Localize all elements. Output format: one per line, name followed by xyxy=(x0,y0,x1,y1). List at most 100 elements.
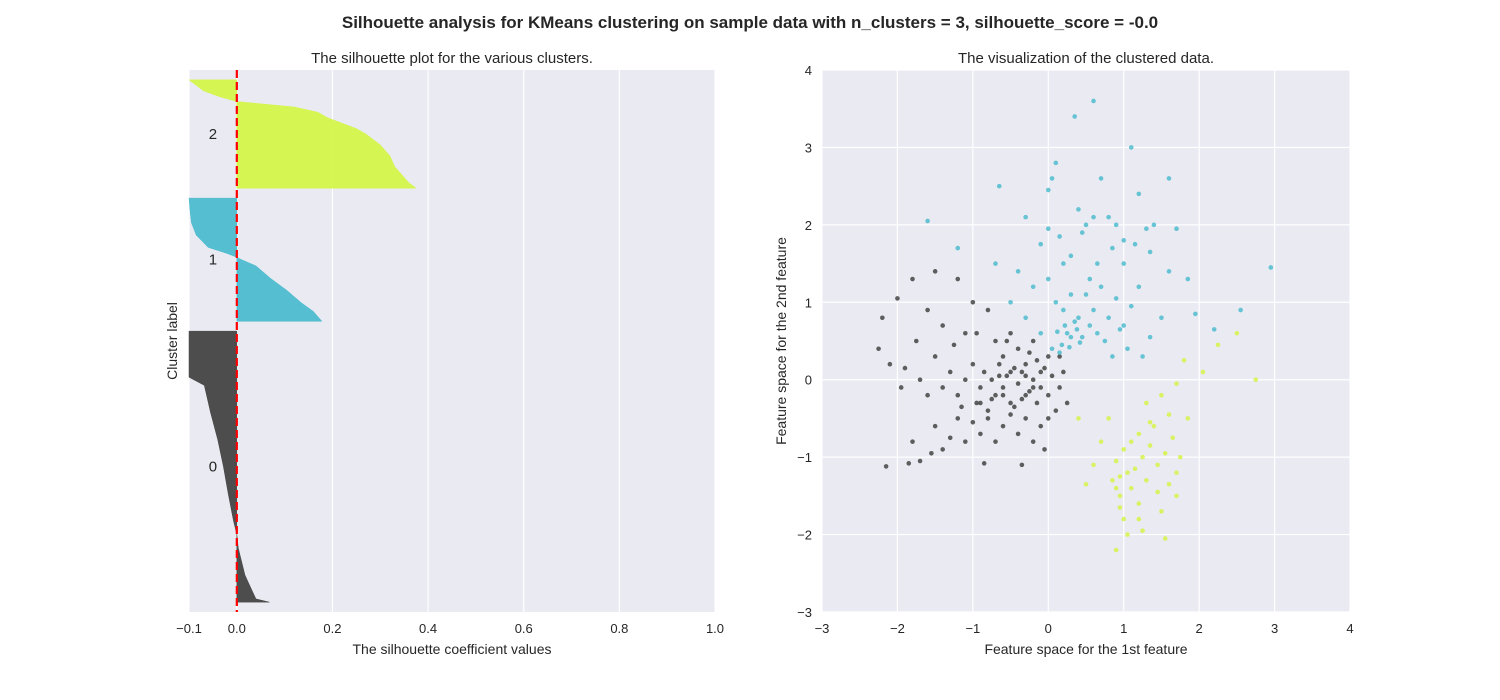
x-tick-label: 0.0 xyxy=(228,621,246,636)
scatter-point-cluster-1 xyxy=(1076,315,1081,321)
scatter-point-cluster-2 xyxy=(1185,416,1191,421)
scatter-point-cluster-1 xyxy=(1211,327,1217,332)
scatter-point-cluster-0 xyxy=(1000,385,1006,390)
scatter-point-cluster-0 xyxy=(940,323,945,328)
scatter-point-cluster-0 xyxy=(902,365,908,371)
scatter-point-cluster-1 xyxy=(1023,214,1028,220)
scatter-point-cluster-0 xyxy=(932,423,938,429)
scatter-plot-ticks: −3 −2 −1 0 1 2 3 4 −3 −2 −1 0 1 2 3 4 xyxy=(797,63,1353,636)
scatter-point-cluster-0 xyxy=(974,400,979,406)
scatter-point-cluster-1 xyxy=(1074,327,1080,332)
scatter-point-cluster-0 xyxy=(1049,373,1055,379)
scatter-point-cluster-0 xyxy=(1019,369,1025,375)
scatter-point-cluster-2 xyxy=(1162,450,1168,456)
scatter-point-cluster-1 xyxy=(993,261,998,266)
scatter-point-cluster-0 xyxy=(1023,361,1028,367)
scatter-point-cluster-1 xyxy=(1015,269,1021,274)
scatter-point-cluster-0 xyxy=(970,420,976,425)
scatter-point-cluster-1 xyxy=(1136,284,1142,290)
scatter-point-cluster-1 xyxy=(1106,214,1111,220)
cluster-label-0: 0 xyxy=(209,459,217,476)
silhouette-cluster-2 xyxy=(188,79,417,189)
scatter-point-cluster-0 xyxy=(1023,416,1028,421)
scatter-point-cluster-1 xyxy=(1045,276,1051,282)
scatter-point-cluster-1 xyxy=(1055,329,1060,335)
scatter-point-cluster-0 xyxy=(970,299,976,305)
y-tick-label: 4 xyxy=(805,63,812,78)
scatter-point-cluster-1 xyxy=(1053,299,1059,305)
scatter-point-cluster-1 xyxy=(1147,334,1153,340)
scatter-point-cluster-0 xyxy=(1019,462,1025,468)
scatter-point-cluster-1 xyxy=(996,183,1002,189)
scatter-point-cluster-0 xyxy=(955,416,961,421)
scatter-point-cluster-0 xyxy=(1015,431,1021,437)
scatter-point-cluster-1 xyxy=(1077,340,1083,345)
scatter-point-cluster-1 xyxy=(1045,187,1051,193)
y-tick-label: −2 xyxy=(797,528,812,543)
scatter-point-cluster-0 xyxy=(996,361,1002,367)
scatter-point-cluster-1 xyxy=(1064,330,1070,336)
cluster-label-1: 1 xyxy=(209,252,217,269)
scatter-point-cluster-0 xyxy=(974,330,979,336)
scatter-point-cluster-1 xyxy=(1144,226,1149,232)
scatter-point-cluster-1 xyxy=(1068,253,1074,259)
scatter-point-cluster-0 xyxy=(993,439,998,444)
scatter-point-cluster-1 xyxy=(1059,342,1065,348)
scatter-point-cluster-2 xyxy=(1113,485,1119,491)
scatter-point-cluster-1 xyxy=(1068,334,1074,340)
scatter-point-cluster-1 xyxy=(1128,303,1134,309)
silhouette-cluster-0 xyxy=(188,330,270,603)
scatter-point-cluster-1 xyxy=(1083,222,1089,228)
scatter-point-cluster-0 xyxy=(1034,400,1040,406)
scatter-point-cluster-0 xyxy=(1038,423,1044,429)
scatter-point-cluster-2 xyxy=(1166,481,1172,487)
scatter-point-cluster-1 xyxy=(1121,323,1127,328)
scatter-point-cluster-1 xyxy=(1095,330,1100,336)
scatter-point-cluster-0 xyxy=(1057,354,1062,359)
scatter-point-cluster-0 xyxy=(951,342,957,348)
scatter-point-cluster-1 xyxy=(1079,334,1085,340)
scatter-point-cluster-1 xyxy=(1106,315,1111,321)
scatter-point-cluster-1 xyxy=(1067,344,1072,350)
x-tick-label: 0.4 xyxy=(419,621,437,636)
y-tick-label: 1 xyxy=(805,295,812,310)
scatter-point-cluster-1 xyxy=(1140,354,1145,359)
silhouette-plot-x-ticks: −0.1 0.0 0.2 0.4 0.6 0.8 1.0 xyxy=(176,621,724,636)
scatter-point-cluster-0 xyxy=(1015,381,1021,386)
scatter-point-cluster-2 xyxy=(1113,547,1119,553)
scatter-point-cluster-0 xyxy=(1061,369,1066,375)
scatter-point-cluster-1 xyxy=(955,245,961,251)
scatter-point-cluster-0 xyxy=(955,276,961,282)
scatter-point-cluster-0 xyxy=(1064,400,1070,406)
scatter-point-cluster-0 xyxy=(947,435,953,441)
scatter-point-cluster-2 xyxy=(1162,536,1168,541)
scatter-point-cluster-2 xyxy=(1147,443,1153,448)
scatter-point-cluster-1 xyxy=(1072,319,1077,324)
scatter-point-cluster-1 xyxy=(1061,261,1066,266)
scatter-point-cluster-0 xyxy=(940,385,945,390)
silhouette-plot-title: The silhouette plot for the various clus… xyxy=(311,50,593,67)
scatter-point-cluster-1 xyxy=(1121,238,1127,243)
scatter-point-cluster-0 xyxy=(925,307,930,313)
scatter-point-cluster-2 xyxy=(1106,416,1111,421)
scatter-point-cluster-2 xyxy=(1136,516,1142,522)
figure-suptitle: Silhouette analysis for KMeans clusterin… xyxy=(342,13,1158,32)
scatter-point-cluster-2 xyxy=(1155,489,1160,495)
scatter-point-cluster-0 xyxy=(1030,377,1036,383)
scatter-point-cluster-0 xyxy=(1045,354,1051,359)
scatter-point-cluster-0 xyxy=(985,307,991,313)
scatter-point-cluster-2 xyxy=(1174,470,1179,475)
scatter-point-cluster-0 xyxy=(993,338,998,344)
scatter-point-cluster-2 xyxy=(1155,462,1160,468)
scatter-point-cluster-0 xyxy=(876,346,881,352)
scatter-point-cluster-2 xyxy=(1136,431,1142,437)
scatter-point-cluster-0 xyxy=(1042,365,1047,371)
scatter-point-cluster-0 xyxy=(985,416,991,421)
scatter-point-cluster-1 xyxy=(1193,311,1198,317)
scatter-point-cluster-2 xyxy=(1174,381,1179,386)
scatter-point-cluster-2 xyxy=(1117,493,1123,499)
scatter-point-cluster-1 xyxy=(1102,338,1108,344)
scatter-point-cluster-1 xyxy=(1159,315,1164,321)
scatter-point-cluster-1 xyxy=(1072,114,1077,119)
